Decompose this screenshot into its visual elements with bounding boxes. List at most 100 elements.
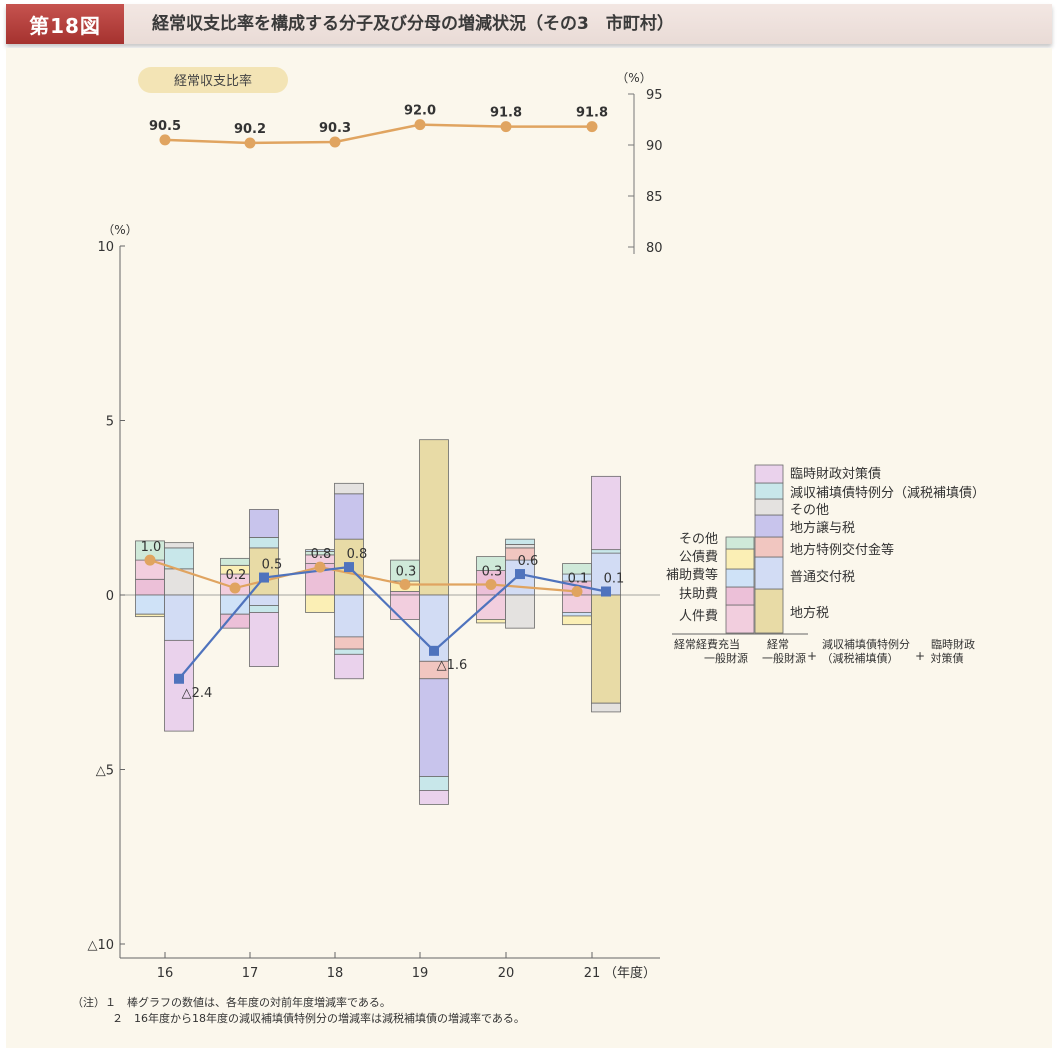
denominator-bar-segment (249, 594, 279, 606)
legend-denominator-caption: 経常 (767, 638, 789, 651)
denominator-bar-segment (505, 538, 535, 545)
denominator-change-point (344, 562, 354, 573)
numerator-change-label: 1.0 (141, 540, 162, 555)
numerator-bar-segment (476, 619, 506, 624)
numerator-change-point (571, 586, 583, 598)
denominator-bar-segment (419, 678, 449, 777)
bar-x-label: 16 (157, 966, 174, 981)
denominator-bar-segment (419, 439, 449, 596)
legend-denominator-swatch (754, 464, 784, 484)
denominator-bar-segment (334, 594, 364, 638)
legend-numerator-label: 補助費等 (666, 567, 718, 583)
legend-denominator-swatch (754, 514, 784, 538)
bar-x-label: 19 (412, 966, 429, 981)
denominator-change-label: 0.8 (347, 547, 368, 562)
numerator-change-point (399, 579, 411, 591)
denominator-bar-segment (591, 594, 621, 704)
numerator-change-label: 0.3 (482, 565, 503, 580)
legend-numerator-label: 公債費 (679, 550, 718, 565)
denominator-bar-segment (249, 612, 279, 667)
legend-numerator-swatch (725, 548, 755, 570)
ratio-value-label: 90.3 (319, 121, 351, 136)
denominator-change-label: △2.4 (182, 686, 213, 701)
ratio-value-label: 90.5 (149, 119, 181, 134)
note-2: ２ 16年度から18年度の減収補填債特例分の増減率は減税補填債の増減率である。 (112, 1012, 525, 1025)
denominator-change-label: 0.5 (262, 558, 283, 573)
ratio-value-label: 91.8 (490, 106, 522, 121)
denominator-bar-segment (505, 543, 535, 549)
denominator-bar-segment (334, 493, 364, 540)
bar-x-unit: （年度） (604, 965, 656, 981)
denominator-bar-segment (249, 537, 279, 549)
legend-denominator-swatch (754, 498, 784, 516)
numerator-bar-segment (135, 613, 165, 618)
numerator-bar-segment (390, 591, 420, 596)
legend-denominator-caption: （減税補填債） (822, 651, 899, 665)
ratio-value-label: 90.2 (234, 122, 266, 137)
legend-denominator-caption: 一般財源 (762, 651, 806, 665)
numerator-bar-segment (220, 613, 250, 629)
numerator-change-label: 0.3 (396, 565, 417, 580)
legend-denominator-caption: 減収補填債特例分 (822, 637, 910, 651)
ratio-value-label: 92.0 (404, 104, 436, 119)
figure-number: 第18図 (6, 4, 124, 44)
denominator-change-point (259, 572, 269, 583)
denominator-change-point (515, 569, 525, 580)
numerator-change-point (485, 579, 497, 591)
legend-numerator-caption: 一般財源 (704, 651, 748, 665)
ratio-tick-label: 80 (646, 241, 663, 256)
legend-numerator-swatch (725, 604, 755, 634)
legend-denominator-caption: 臨時財政 (931, 637, 975, 651)
denominator-bar-segment (419, 776, 449, 791)
ratio-label: 経常収支比率 (174, 73, 252, 89)
numerator-bar-segment (135, 578, 165, 596)
numerator-bar-segment (390, 594, 420, 620)
denominator-bar-segment (334, 648, 364, 655)
ratio-value-label: 91.8 (576, 106, 608, 121)
figure-header: 第18図 経常収支比率を構成する分子及び分母の増減状況（その3 市町村） (6, 4, 1052, 44)
note-1: （注）１ 棒グラフの数値は、各年度の対前年度増減率である。 (72, 996, 391, 1009)
bar-tick-label: 10 (97, 240, 114, 255)
legend-numerator-label: その他 (679, 532, 718, 547)
ratio-point (159, 134, 171, 146)
legend-denominator-label: 地方譲与税 (790, 520, 855, 536)
ratio-line (164, 123, 592, 145)
bar-x-label: 21 (584, 966, 601, 981)
legend-denominator-swatch (754, 588, 784, 634)
denominator-bar-segment (164, 542, 194, 549)
numerator-change-point (229, 582, 241, 594)
denominator-bar-segment (249, 547, 279, 596)
numerator-bar-segment (135, 594, 165, 615)
ratio-point (414, 119, 426, 131)
ratio-tick-label: 95 (646, 88, 663, 103)
denominator-change-point (429, 645, 439, 656)
numerator-change-label: 0.8 (311, 547, 332, 562)
ratio-point (329, 136, 341, 148)
legend-denominator-swatch (754, 482, 784, 500)
legend-denominator-label: 普通交付税 (790, 569, 855, 585)
bar-tick-label: △10 (87, 938, 114, 953)
legend-denominator-label: 地方税 (790, 605, 829, 621)
numerator-change-point (314, 561, 326, 573)
legend-numerator-swatch (725, 536, 755, 550)
numerator-bar-segment (305, 594, 335, 613)
legend-plus: + (915, 649, 925, 663)
denominator-bar-segment (164, 639, 194, 732)
denominator-bar-segment (419, 790, 449, 805)
denominator-change-point (601, 586, 611, 597)
legend-denominator-swatch (754, 536, 784, 558)
legend-denominator-label: 減収補填債特例分（減税補填債） (790, 485, 985, 501)
notes: （注）１ 棒グラフの数値は、各年度の対前年度増減率である。 ２ 16年度から18… (72, 995, 525, 1027)
denominator-change-line (178, 565, 607, 680)
bar-tick-label: 0 (106, 589, 114, 604)
denominator-bar-segment (249, 605, 279, 613)
ratio-point (244, 137, 256, 149)
denominator-bar-segment (334, 636, 364, 650)
bar-x-label: 17 (242, 966, 259, 981)
legend-numerator-label: 扶助費 (679, 587, 718, 602)
numerator-change-label: 0.2 (226, 568, 247, 583)
bar-tick-label: 5 (106, 415, 114, 430)
ratio-tick-label: 85 (646, 190, 663, 205)
denominator-bar-segment (334, 482, 364, 495)
denominator-change-label: 0.1 (604, 572, 625, 587)
